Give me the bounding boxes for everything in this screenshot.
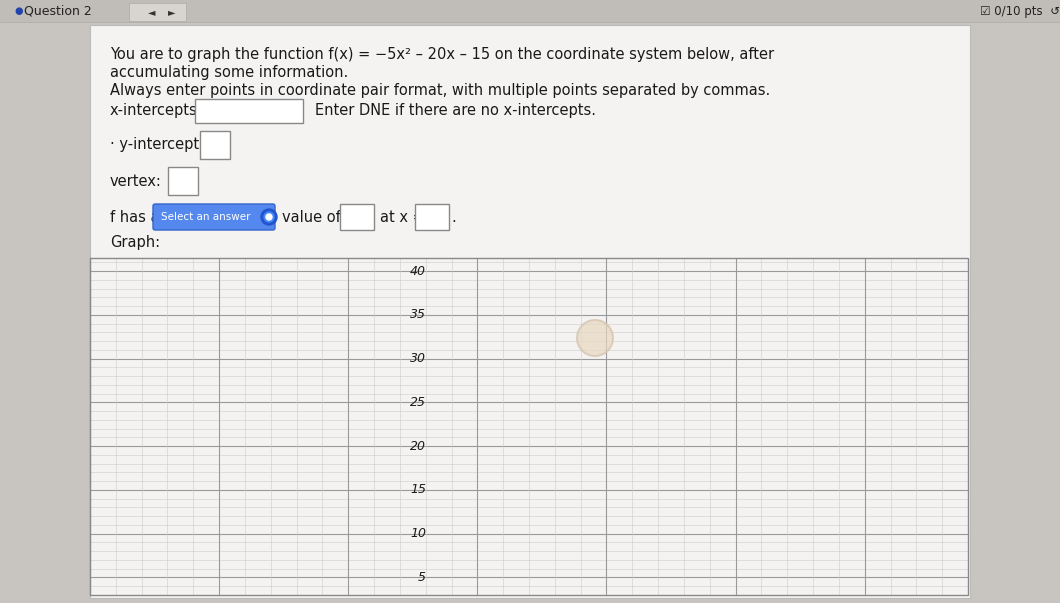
Text: .: .	[450, 209, 456, 224]
Text: ☑ 0/10 pts  ↺ 3: ☑ 0/10 pts ↺ 3	[980, 4, 1060, 17]
Text: Question 2: Question 2	[24, 4, 92, 17]
FancyBboxPatch shape	[340, 204, 374, 230]
Text: Always enter points in coordinate pair format, with multiple points separated by: Always enter points in coordinate pair f…	[110, 83, 771, 98]
Text: Enter DNE if there are no x-intercepts.: Enter DNE if there are no x-intercepts.	[315, 104, 596, 119]
Text: vertex:: vertex:	[110, 174, 162, 189]
Text: 30: 30	[410, 352, 426, 365]
Text: 10: 10	[410, 527, 426, 540]
FancyBboxPatch shape	[129, 3, 186, 21]
FancyBboxPatch shape	[167, 167, 198, 195]
Text: 20: 20	[410, 440, 426, 453]
FancyBboxPatch shape	[153, 204, 275, 230]
Text: 25: 25	[410, 396, 426, 409]
Text: x-intercepts:: x-intercepts:	[110, 104, 202, 119]
Circle shape	[264, 212, 273, 222]
Text: ►: ►	[167, 7, 176, 17]
Text: at x =: at x =	[379, 209, 425, 224]
Text: f has a: f has a	[110, 209, 159, 224]
Circle shape	[261, 209, 277, 225]
Circle shape	[266, 214, 272, 220]
FancyBboxPatch shape	[195, 99, 303, 123]
Text: accumulating some information.: accumulating some information.	[110, 65, 349, 80]
Text: 15: 15	[410, 484, 426, 496]
FancyBboxPatch shape	[90, 258, 968, 595]
FancyBboxPatch shape	[200, 131, 230, 159]
Text: You are to graph the function f(x) = −5x² – 20x – 15 on the coordinate system be: You are to graph the function f(x) = −5x…	[110, 47, 774, 62]
Text: 40: 40	[410, 265, 426, 277]
Text: ●: ●	[14, 6, 22, 16]
FancyBboxPatch shape	[90, 25, 970, 598]
Circle shape	[577, 320, 613, 356]
Text: Select an answer: Select an answer	[161, 212, 250, 222]
Bar	[90, 258, 968, 595]
Text: 35: 35	[410, 308, 426, 321]
Text: 5: 5	[418, 571, 426, 584]
Text: · y-intercept:: · y-intercept:	[110, 137, 205, 153]
FancyBboxPatch shape	[416, 204, 449, 230]
Text: Graph:: Graph:	[110, 236, 160, 250]
FancyBboxPatch shape	[0, 0, 1060, 22]
Text: value of: value of	[282, 209, 340, 224]
Text: ◄: ◄	[148, 7, 156, 17]
